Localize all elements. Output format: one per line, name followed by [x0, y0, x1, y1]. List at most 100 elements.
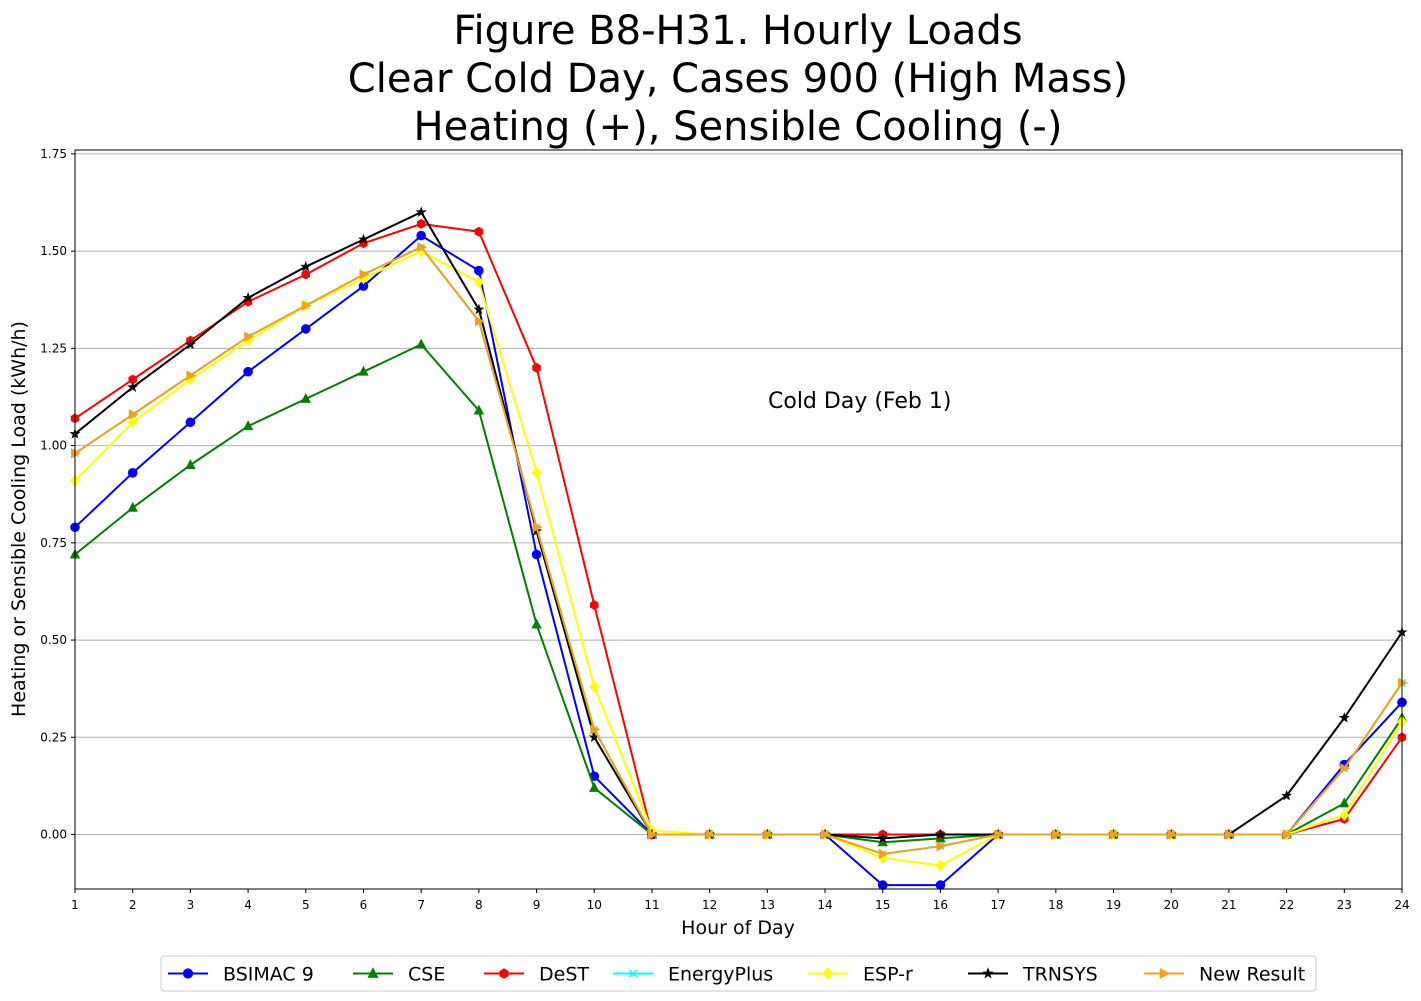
x-tick-label: 12 — [702, 898, 717, 912]
plot-frame — [74, 149, 1403, 890]
x-tick-label: 8 — [475, 898, 483, 912]
data-point — [416, 230, 426, 241]
x-tick-label: 14 — [817, 898, 832, 912]
data-point — [184, 338, 196, 350]
x-tick-label: 16 — [933, 898, 948, 912]
grid-lines — [75, 153, 1402, 836]
x-tick-label: 1 — [71, 898, 79, 912]
x-axis-label: Hour of Day — [681, 917, 795, 939]
series-cse — [69, 338, 1408, 847]
data-point — [127, 416, 138, 429]
data-point — [185, 459, 196, 470]
data-point — [877, 832, 889, 844]
x-tick-label: 7 — [417, 898, 425, 912]
data-point — [417, 242, 428, 253]
data-point — [301, 300, 312, 311]
x-tick-label: 13 — [760, 898, 775, 912]
data-point — [243, 366, 253, 377]
chart-title: Figure B8-H31. Hourly Loads Clear Cold D… — [348, 8, 1128, 150]
y-tick-label: 0.50 — [40, 633, 67, 647]
data-point — [367, 967, 379, 978]
data-point — [705, 829, 716, 840]
legend-label: DeST — [539, 964, 589, 986]
data-point — [982, 967, 994, 979]
data-point — [531, 466, 542, 479]
data-point — [71, 448, 81, 459]
data-point — [936, 841, 947, 852]
series-new-result — [71, 242, 1408, 860]
legend-item: TRNSYS — [968, 964, 1098, 986]
chart-annotation: Cold Day (Feb 1) — [768, 389, 951, 414]
legend: BSIMAC 9 CSE DeST EnergyPlus ESP-r TRNSYS New … — [160, 955, 1317, 992]
data-point — [300, 393, 311, 403]
series-line — [74, 245, 1403, 856]
legend-label: TRNSYS — [1022, 964, 1098, 986]
legend-label: New Result — [1199, 964, 1305, 986]
chart-title-line-2: Clear Cold Day, Cases 900 (High Mass) — [348, 56, 1128, 102]
data-point — [473, 276, 484, 289]
data-point — [822, 967, 834, 980]
data-point — [1340, 763, 1351, 774]
data-point — [127, 501, 138, 512]
data-point — [473, 404, 485, 415]
data-point — [994, 829, 1005, 840]
data-point — [1338, 712, 1350, 723]
data-point — [474, 226, 484, 237]
legend-label: ESP-r — [863, 964, 913, 986]
series-energyplus — [71, 243, 1406, 858]
series-dest — [70, 219, 1407, 840]
data-point — [301, 269, 310, 280]
x-tick-label: 3 — [187, 898, 195, 912]
legend-label: EnergyPlus — [668, 964, 773, 986]
data-point — [589, 781, 600, 792]
data-point — [531, 618, 542, 629]
data-point — [935, 859, 946, 872]
chart-title-line-3: Heating (+), Sensible Cooling (-) — [414, 104, 1063, 150]
x-tick-label: 10 — [587, 898, 602, 912]
data-point — [628, 969, 638, 978]
series-bsimac-9 — [70, 230, 1407, 890]
data-point — [935, 880, 946, 890]
chart-title-line-1: Figure B8-H31. Hourly Loads — [453, 8, 1022, 54]
data-point — [1159, 968, 1171, 979]
legend-item: New Result — [1144, 964, 1305, 986]
legend-item: ESP-r — [808, 964, 913, 986]
x-tick-label: 17 — [990, 898, 1005, 912]
series-line — [74, 249, 1403, 867]
data-point — [359, 269, 370, 280]
y-tick-label: 0.75 — [40, 536, 67, 550]
legend-label: CSE — [408, 964, 445, 986]
legend-item: CSE — [353, 964, 445, 986]
x-tick-label: 20 — [1164, 898, 1179, 912]
data-point — [589, 600, 599, 610]
x-tick-label: 23 — [1337, 898, 1352, 912]
series-trnsys — [69, 206, 1408, 844]
data-point — [473, 303, 485, 315]
x-tick-label: 21 — [1221, 898, 1236, 912]
data-point — [242, 420, 254, 431]
data-point — [1398, 677, 1408, 689]
data-point — [416, 219, 426, 229]
axes: 0.000.250.500.751.001.251.501.751 2 3 4 5 6 7 8… — [40, 147, 1409, 912]
data-point — [499, 968, 509, 979]
legend-frame — [160, 955, 1317, 992]
data-point — [1167, 829, 1178, 840]
x-tick-label: 19 — [1106, 898, 1121, 912]
data-point — [1282, 829, 1293, 840]
x-tick-label: 22 — [1279, 898, 1294, 912]
data-point — [821, 829, 831, 840]
data-point — [763, 829, 774, 840]
series-line — [74, 234, 1403, 887]
data-point — [532, 522, 543, 533]
data-point — [1224, 829, 1235, 840]
y-tick-label: 0.25 — [40, 730, 67, 744]
data-point — [934, 828, 946, 840]
data-point — [1051, 829, 1062, 840]
series-line — [74, 222, 1403, 836]
data-point — [127, 381, 139, 392]
data-point — [474, 315, 485, 327]
data-point — [128, 409, 139, 420]
legend-item: EnergyPlus — [613, 964, 773, 986]
data-point — [244, 331, 254, 342]
